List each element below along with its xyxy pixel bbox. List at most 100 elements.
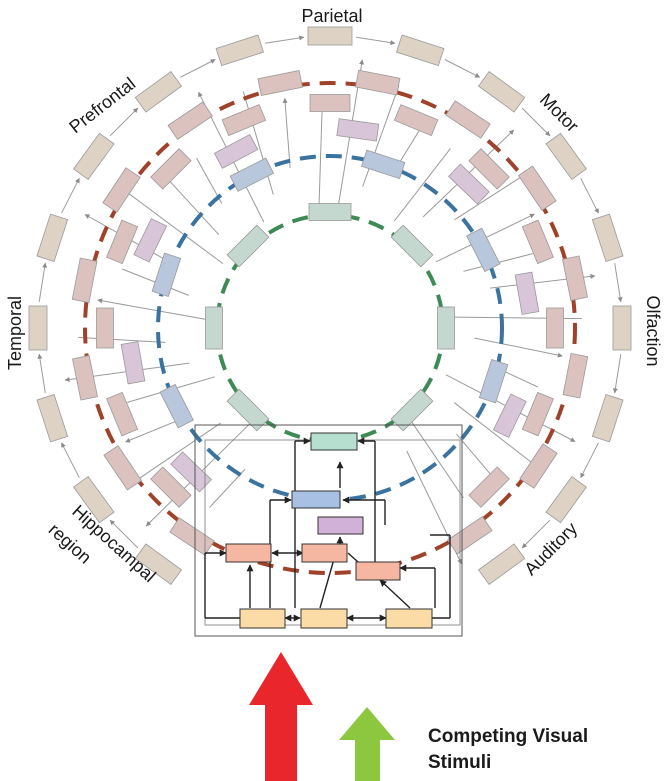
ring1-node-7 <box>229 157 275 192</box>
connector-line <box>180 59 216 78</box>
connector-line <box>521 519 551 549</box>
connector-line <box>614 263 623 303</box>
ring3b-node-1 <box>393 104 439 137</box>
connector-line <box>454 171 529 221</box>
outer-node-18 <box>134 71 183 113</box>
cluster-outer-frame <box>194 424 463 637</box>
connector-line <box>411 422 464 499</box>
ring2-node-3 <box>492 393 527 438</box>
ring1-node-2 <box>478 359 509 404</box>
connector-line <box>109 107 139 137</box>
outer-node-7 <box>545 475 587 524</box>
connector-line <box>61 177 80 214</box>
label-temporal: Temporal <box>5 296 25 370</box>
outer-node-2 <box>477 71 526 113</box>
outer-node-3 <box>545 132 587 181</box>
cluster-node-salmon-mid <box>301 543 348 563</box>
cluster-node-top <box>310 432 358 451</box>
connector-line <box>362 85 400 187</box>
connector-line <box>242 91 274 195</box>
connector-line <box>37 353 46 393</box>
inner-node-6 <box>205 306 223 350</box>
label-olfaction: Olfaction <box>643 295 663 366</box>
connector-line <box>580 442 599 479</box>
ring3-node-10 <box>103 445 143 491</box>
outer-node-0 <box>307 26 353 46</box>
ring3-node-12 <box>71 257 98 304</box>
ring2-node-8 <box>133 218 168 263</box>
stimulus-arrows <box>249 652 395 781</box>
outer-node-6 <box>591 393 624 443</box>
ring3b-node-15 <box>221 104 267 137</box>
ring3b-node-2 <box>468 148 510 190</box>
ring3b-node-0 <box>309 94 351 112</box>
connector-line <box>109 519 139 549</box>
inner-node-7 <box>226 224 270 268</box>
outer-node-4 <box>591 213 624 263</box>
outer-node-8 <box>477 543 526 585</box>
ring3b-node-13 <box>106 219 139 265</box>
label-auditory: Auditory <box>520 518 581 579</box>
ring3b-node-4 <box>546 307 564 349</box>
connector-line <box>97 298 206 320</box>
connector-line <box>394 148 451 222</box>
ring1-node-5 <box>159 383 194 429</box>
cluster-node-yellow-right <box>385 608 433 629</box>
ring2-node-7 <box>120 341 146 385</box>
ring3-node-5 <box>519 443 558 489</box>
cluster-connections <box>204 437 451 622</box>
connector-line <box>580 178 599 214</box>
label-competing-visual: Competing Visual <box>428 726 588 747</box>
outer-node-15 <box>28 305 48 351</box>
ring3-node-14 <box>167 101 213 141</box>
inner-node-1 <box>390 224 434 268</box>
red-stimulus-arrow <box>249 652 313 781</box>
label-prefrontal: Prefrontal <box>65 73 139 137</box>
outer-dashed-ring <box>83 81 577 575</box>
connector-line <box>120 187 224 265</box>
outer-node-14 <box>36 393 69 443</box>
connector-line <box>318 112 323 204</box>
cluster-node-salmon-left <box>225 543 272 563</box>
ring3b-node-6 <box>468 466 510 508</box>
connector-line <box>444 59 481 78</box>
green-stimulus-arrow <box>339 707 395 781</box>
inner-node-0 <box>308 203 352 221</box>
ring2-node-9 <box>213 133 259 169</box>
ring3b-node-14 <box>150 148 192 190</box>
connector-line <box>612 354 622 394</box>
ring3-node-3 <box>562 255 588 301</box>
ring2-node-0 <box>336 118 380 142</box>
label-stimuli: Stimuli <box>428 752 491 773</box>
connector-line <box>131 422 221 485</box>
ring3b-node-12 <box>96 307 114 349</box>
connector-line <box>265 35 305 44</box>
ring3-node-6 <box>447 515 493 555</box>
outer-node-1 <box>395 34 445 67</box>
ring3-node-1 <box>445 100 491 139</box>
ring3b-node-11 <box>106 391 139 437</box>
connector-line <box>38 262 48 302</box>
ring3b-node-10 <box>150 466 192 508</box>
ring3-node-0 <box>354 69 401 96</box>
ring2-node-2 <box>514 271 540 315</box>
connector-line <box>61 442 80 478</box>
outer-node-19 <box>215 34 265 67</box>
cluster-node-purple <box>317 516 364 535</box>
outer-node-12 <box>134 543 183 585</box>
ring3-node-15 <box>257 70 303 96</box>
ring3b-node-5 <box>521 391 554 437</box>
ring3-node-13 <box>102 167 141 213</box>
cluster-node-salmon-right <box>355 561 401 581</box>
ring3-node-2 <box>517 165 557 211</box>
connector-line <box>453 402 540 469</box>
connector-line <box>474 337 563 358</box>
network-nodes <box>28 26 632 585</box>
ring3b-node-3 <box>521 219 554 265</box>
label-parietal: Parietal <box>301 6 362 26</box>
ring1-node-0 <box>361 149 406 180</box>
outer-node-16 <box>36 213 69 263</box>
visual-cortex-cluster <box>194 424 463 637</box>
connector-line <box>356 36 396 46</box>
